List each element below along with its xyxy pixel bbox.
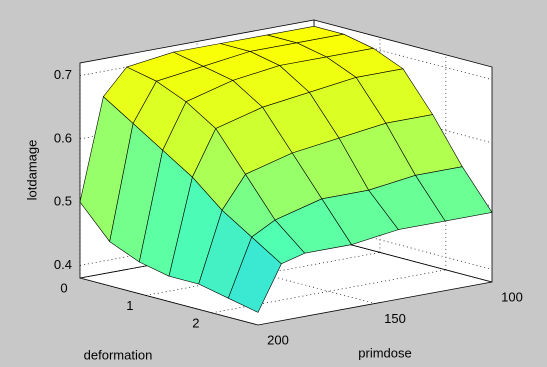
- x-tick-label: 1: [126, 298, 133, 313]
- grid-line: [313, 222, 493, 270]
- grid-line: [313, 32, 493, 80]
- y-tick-label: 200: [267, 332, 289, 347]
- z-tick-label: 0.7: [54, 67, 72, 82]
- grid-line: [313, 234, 493, 283]
- x-tick-label: 0: [60, 280, 67, 295]
- grid-line: [79, 277, 259, 326]
- x-tick-label: 2: [192, 315, 199, 330]
- z-axis-label: lotdamage: [24, 140, 39, 201]
- y-tick-label: 150: [384, 311, 406, 326]
- z-tick-label: 0.5: [54, 194, 72, 209]
- z-tick-label: 0.6: [54, 130, 72, 145]
- surface-patch: [415, 166, 493, 222]
- y-tick-label: 100: [501, 289, 523, 304]
- x-axis-label: deformation: [84, 347, 153, 362]
- grid-line: [196, 256, 376, 304]
- z-tick-label: 0.4: [54, 257, 72, 272]
- y-axis-label: primdose: [358, 345, 411, 360]
